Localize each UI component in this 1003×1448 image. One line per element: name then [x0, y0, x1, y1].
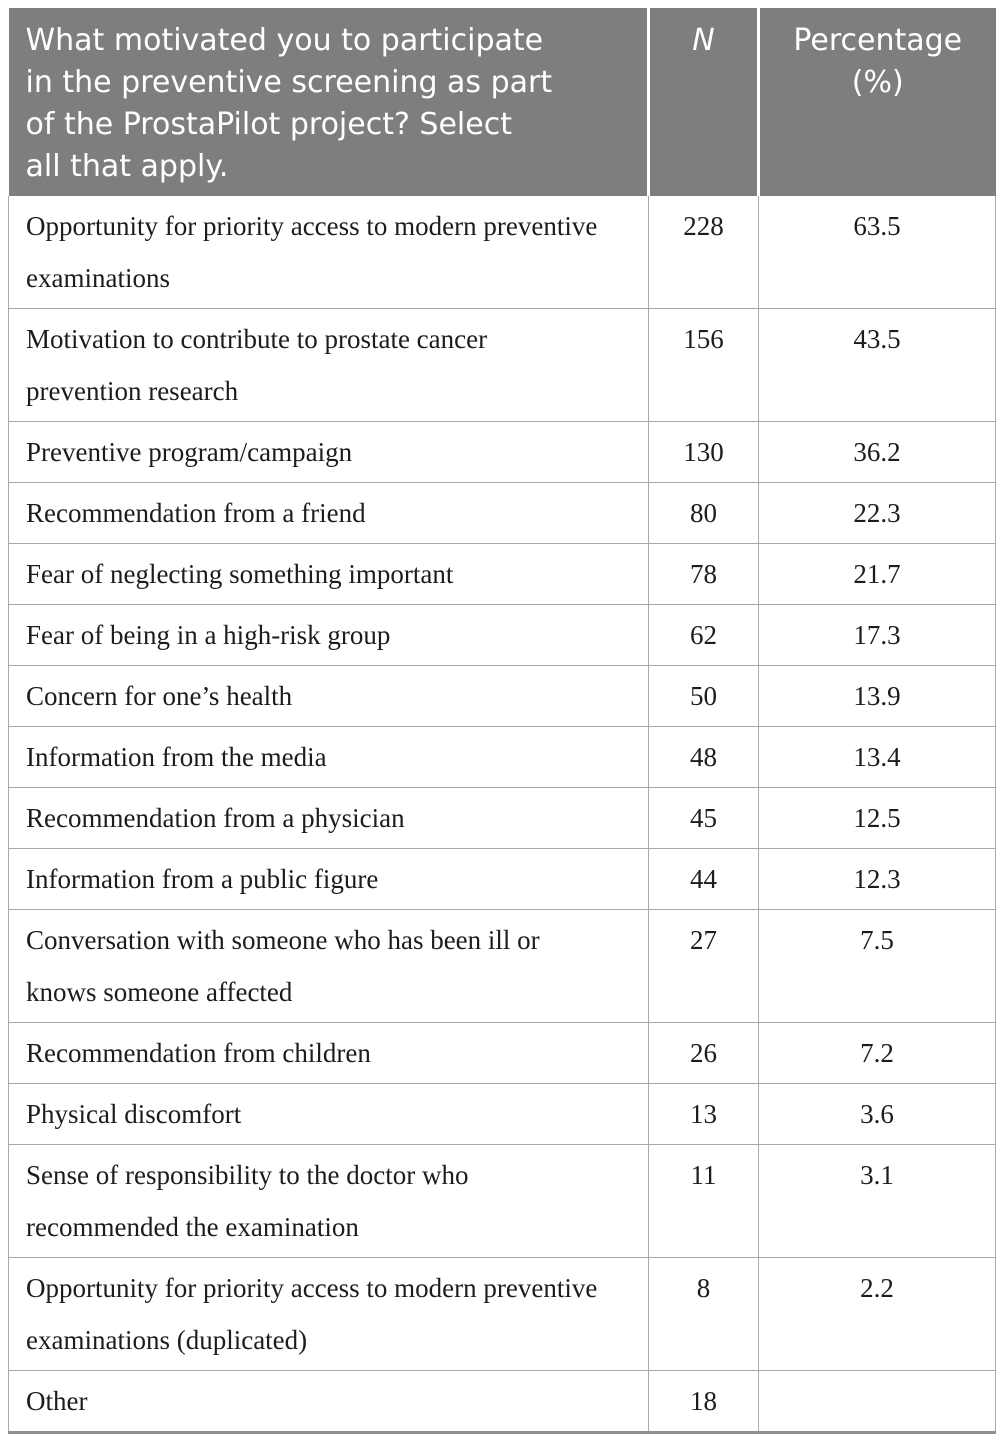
row-label: Fear of being in a high-risk group	[8, 604, 649, 666]
table-row: Opportunity for priority access to moder…	[8, 1257, 996, 1371]
row-label: Conversation with someone who has been i…	[8, 909, 649, 1023]
row-label: Recommendation from a friend	[8, 482, 649, 544]
table-row: Conversation with someone who has been i…	[8, 909, 996, 1023]
row-n-value: 228	[648, 196, 759, 309]
row-percentage-value: 7.5	[758, 909, 996, 1023]
row-n-value: 27	[648, 909, 759, 1023]
table-row: Preventive program/campaign 130 36.2	[8, 421, 996, 483]
row-n-value: 156	[648, 308, 759, 422]
table-row: Fear of neglecting something important 7…	[8, 543, 996, 605]
row-n-value: 13	[648, 1083, 759, 1145]
row-percentage-value: 12.5	[758, 787, 996, 849]
table-row: Information from the media 48 13.4	[8, 726, 996, 788]
row-n-value: 48	[648, 726, 759, 788]
table-row: Information from a public figure 44 12.3	[8, 848, 996, 910]
row-percentage-value: 3.1	[758, 1144, 996, 1258]
table-row: Motivation to contribute to prostate can…	[8, 308, 996, 422]
row-label: Opportunity for priority access to moder…	[8, 196, 649, 309]
row-n-value: 18	[648, 1370, 759, 1434]
row-n-value: 44	[648, 848, 759, 910]
row-n-value: 130	[648, 421, 759, 483]
header-n: N	[647, 8, 759, 196]
table-header: What motivated you to participate in the…	[8, 8, 996, 196]
table-row: Recommendation from children 26 7.2	[8, 1022, 996, 1084]
row-percentage-value: 13.4	[758, 726, 996, 788]
row-n-value: 80	[648, 482, 759, 544]
row-percentage-value: 3.6	[758, 1083, 996, 1145]
table-row: Sense of responsibility to the doctor wh…	[8, 1144, 996, 1258]
row-label: Fear of neglecting something important	[8, 543, 649, 605]
table-body: Opportunity for priority access to moder…	[8, 196, 996, 1434]
row-n-value: 26	[648, 1022, 759, 1084]
row-label: Opportunity for priority access to moder…	[8, 1257, 649, 1371]
table-row: Other 18	[8, 1370, 996, 1434]
row-label: Recommendation from a physician	[8, 787, 649, 849]
header-percentage: Percentage (%)	[757, 8, 996, 196]
row-label: Preventive program/campaign	[8, 421, 649, 483]
row-label: Information from the media	[8, 726, 649, 788]
table-row: Recommendation from a friend 80 22.3	[8, 482, 996, 544]
row-percentage-value	[758, 1370, 996, 1434]
row-percentage-value: 2.2	[758, 1257, 996, 1371]
row-percentage-value: 7.2	[758, 1022, 996, 1084]
table-row: Physical discomfort 13 3.6	[8, 1083, 996, 1145]
row-label: Sense of responsibility to the doctor wh…	[8, 1144, 649, 1258]
motivation-table: What motivated you to participate in the…	[8, 8, 996, 1434]
header-row: What motivated you to participate in the…	[8, 8, 996, 196]
row-percentage-value: 17.3	[758, 604, 996, 666]
row-label: Physical discomfort	[8, 1083, 649, 1145]
row-percentage-value: 22.3	[758, 482, 996, 544]
row-n-value: 11	[648, 1144, 759, 1258]
table-row: Recommendation from a physician 45 12.5	[8, 787, 996, 849]
row-label: Recommendation from children	[8, 1022, 649, 1084]
row-n-value: 50	[648, 665, 759, 727]
header-question: What motivated you to participate in the…	[8, 8, 649, 196]
table-row: Concern for one’s health 50 13.9	[8, 665, 996, 727]
row-label: Concern for one’s health	[8, 665, 649, 727]
row-label: Motivation to contribute to prostate can…	[8, 308, 649, 422]
row-n-value: 78	[648, 543, 759, 605]
row-percentage-value: 21.7	[758, 543, 996, 605]
row-n-value: 45	[648, 787, 759, 849]
row-percentage-value: 36.2	[758, 421, 996, 483]
row-label: Information from a public figure	[8, 848, 649, 910]
row-n-value: 8	[648, 1257, 759, 1371]
row-percentage-value: 12.3	[758, 848, 996, 910]
row-n-value: 62	[648, 604, 759, 666]
row-percentage-value: 13.9	[758, 665, 996, 727]
row-percentage-value: 63.5	[758, 196, 996, 309]
table-row: Opportunity for priority access to moder…	[8, 196, 996, 309]
row-label: Other	[8, 1370, 649, 1434]
table-row: Fear of being in a high-risk group 62 17…	[8, 604, 996, 666]
row-percentage-value: 43.5	[758, 308, 996, 422]
